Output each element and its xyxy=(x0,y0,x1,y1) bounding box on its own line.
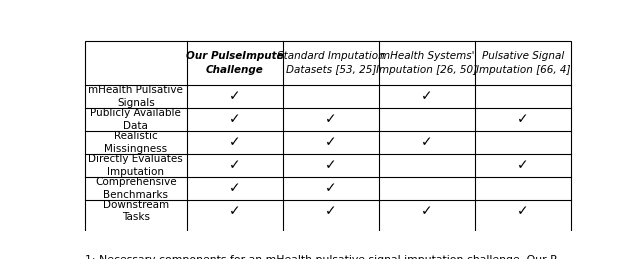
Text: ✓: ✓ xyxy=(325,112,337,126)
Text: mHealth Systems'
Imputation [26, 50]: mHealth Systems' Imputation [26, 50] xyxy=(376,51,477,75)
Text: Directly Evaluates
Imputation: Directly Evaluates Imputation xyxy=(88,154,183,177)
Text: ✓: ✓ xyxy=(229,181,241,195)
Text: Pulsative Signal
Imputation [66, 4]: Pulsative Signal Imputation [66, 4] xyxy=(476,51,570,75)
Text: Comprehensive
Benchmarks: Comprehensive Benchmarks xyxy=(95,177,177,199)
Text: 1: Necessary components for an mHealth pulsative signal imputation challenge. Ou: 1: Necessary components for an mHealth p… xyxy=(85,255,557,259)
Text: ✓: ✓ xyxy=(325,135,337,149)
Text: Our PulseImpute
Challenge: Our PulseImpute Challenge xyxy=(186,51,284,75)
Text: mHealth Pulsative
Signals: mHealth Pulsative Signals xyxy=(88,85,183,108)
Text: ✓: ✓ xyxy=(325,204,337,218)
Text: ✓: ✓ xyxy=(517,158,529,172)
Text: ✓: ✓ xyxy=(229,158,241,172)
Text: ✓: ✓ xyxy=(517,204,529,218)
Text: ✓: ✓ xyxy=(229,112,241,126)
Text: ✓: ✓ xyxy=(517,112,529,126)
Text: ✓: ✓ xyxy=(325,181,337,195)
Text: ✓: ✓ xyxy=(421,204,433,218)
Text: ✓: ✓ xyxy=(325,158,337,172)
Text: ✓: ✓ xyxy=(229,135,241,149)
Text: Standard Imputation
Datasets [53, 25]: Standard Imputation Datasets [53, 25] xyxy=(277,51,385,75)
Text: ✓: ✓ xyxy=(229,89,241,103)
Text: ✓: ✓ xyxy=(421,135,433,149)
Text: ✓: ✓ xyxy=(421,89,433,103)
Text: Downstream
Tasks: Downstream Tasks xyxy=(103,200,169,222)
Text: Publicly Available
Data: Publicly Available Data xyxy=(90,108,181,131)
Text: Realistic
Missingness: Realistic Missingness xyxy=(104,131,168,154)
Text: ✓: ✓ xyxy=(229,204,241,218)
